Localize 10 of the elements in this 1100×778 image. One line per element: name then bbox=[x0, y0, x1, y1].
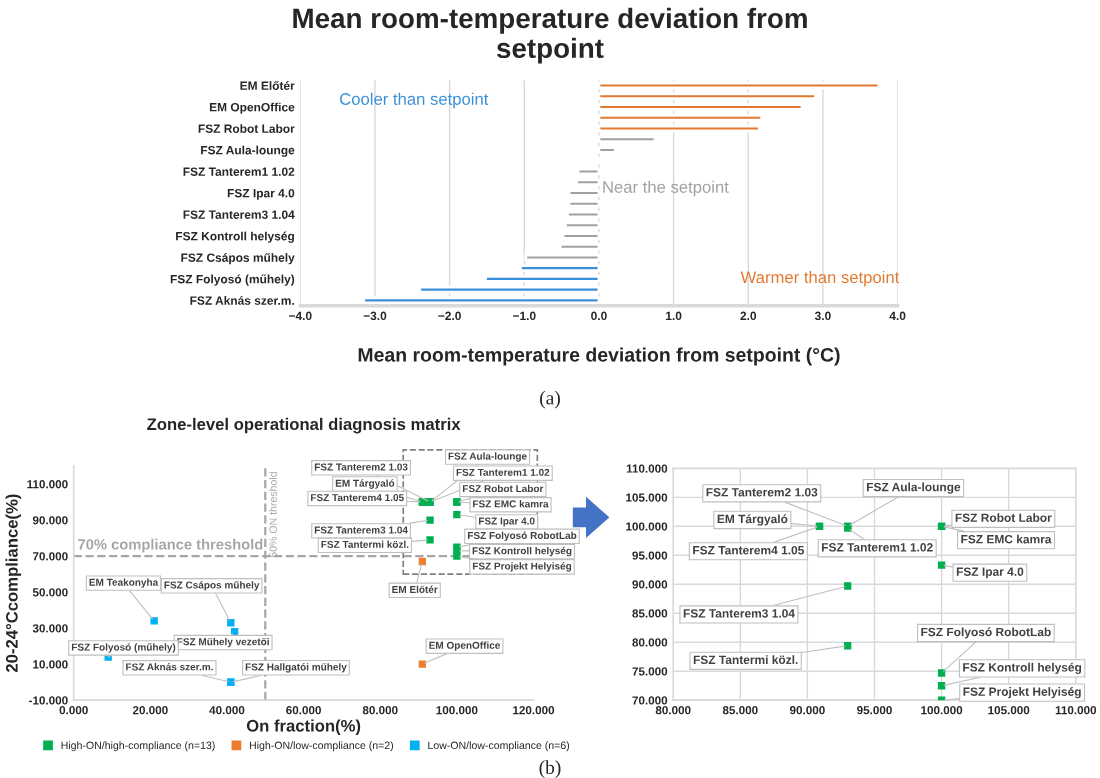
chart-title: Mean room-temperature deviation from setpoint bbox=[293, 7, 807, 64]
text: Cooler than setpoint bbox=[340, 92, 489, 109]
chart-title: Zone-level operational diagnosis matrix bbox=[147, 417, 461, 434]
text: (a) bbox=[540, 390, 560, 409]
text: (b) bbox=[539, 760, 561, 778]
y-axis-title: 20-24°Ccompliance(%) bbox=[5, 494, 22, 672]
text: Warmer than setpoint bbox=[740, 270, 900, 287]
series-label: Near the setpoint bbox=[603, 180, 729, 197]
x-axis-title: On fraction(%) bbox=[246, 719, 361, 735]
x-axis-title: Mean room-temperature deviation from setpoint (°C) bbox=[358, 347, 840, 366]
